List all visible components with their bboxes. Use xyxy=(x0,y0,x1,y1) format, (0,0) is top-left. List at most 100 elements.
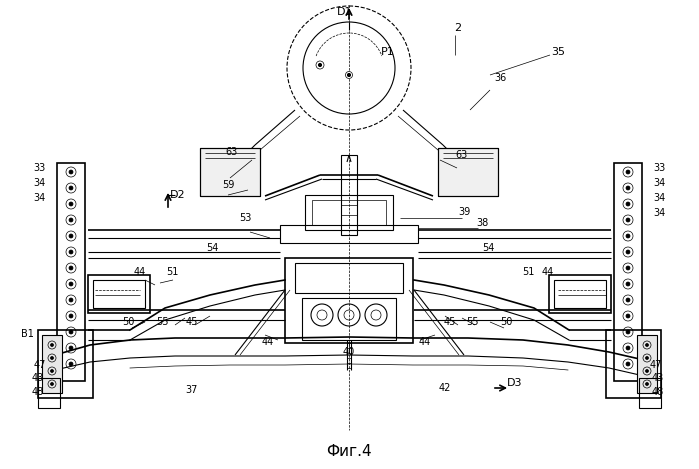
Text: 43: 43 xyxy=(652,373,664,383)
Bar xyxy=(312,200,386,225)
Text: 51: 51 xyxy=(166,267,178,277)
Bar xyxy=(285,258,413,343)
Circle shape xyxy=(316,61,324,69)
Circle shape xyxy=(69,282,73,286)
Text: 44: 44 xyxy=(542,267,554,277)
Bar xyxy=(57,163,85,381)
Text: D2: D2 xyxy=(170,190,186,200)
Circle shape xyxy=(626,298,630,302)
Text: 55: 55 xyxy=(466,317,478,327)
Circle shape xyxy=(626,250,630,254)
Text: 51: 51 xyxy=(522,267,534,277)
Circle shape xyxy=(69,298,73,302)
Bar xyxy=(42,335,62,393)
Circle shape xyxy=(645,343,649,347)
Circle shape xyxy=(626,202,630,206)
Bar xyxy=(305,195,393,230)
Circle shape xyxy=(645,356,649,360)
Circle shape xyxy=(626,266,630,270)
Circle shape xyxy=(69,234,73,238)
Bar xyxy=(38,330,93,398)
Circle shape xyxy=(69,330,73,334)
Circle shape xyxy=(626,362,630,366)
Circle shape xyxy=(626,218,630,222)
Circle shape xyxy=(319,63,322,67)
Circle shape xyxy=(69,266,73,270)
Text: 45: 45 xyxy=(444,317,456,327)
Text: 40: 40 xyxy=(343,347,355,357)
Bar xyxy=(295,263,403,293)
Circle shape xyxy=(347,74,350,76)
Text: 44: 44 xyxy=(419,337,431,347)
Text: 54: 54 xyxy=(206,243,218,253)
Bar xyxy=(614,163,642,381)
Circle shape xyxy=(50,383,54,386)
Text: D1: D1 xyxy=(337,7,353,17)
Text: 54: 54 xyxy=(482,243,494,253)
Bar xyxy=(606,330,661,398)
Text: 50: 50 xyxy=(500,317,512,327)
Bar xyxy=(200,148,260,196)
Text: 2: 2 xyxy=(454,23,461,33)
Circle shape xyxy=(69,186,73,190)
Bar xyxy=(200,148,260,196)
Text: 34: 34 xyxy=(34,178,46,188)
Text: 42: 42 xyxy=(439,383,451,393)
Text: 53: 53 xyxy=(239,213,251,223)
Bar xyxy=(637,335,657,393)
Text: B1: B1 xyxy=(20,329,34,339)
Bar xyxy=(93,280,145,308)
Text: 38: 38 xyxy=(476,218,488,228)
Circle shape xyxy=(626,346,630,350)
Bar xyxy=(280,225,418,243)
Bar xyxy=(639,378,661,408)
Bar xyxy=(302,298,396,340)
Circle shape xyxy=(69,314,73,318)
Bar xyxy=(38,378,60,408)
Bar xyxy=(549,275,611,313)
Bar xyxy=(554,280,606,308)
Text: 47: 47 xyxy=(650,360,662,370)
Bar xyxy=(88,275,150,313)
Circle shape xyxy=(645,383,649,386)
Circle shape xyxy=(69,346,73,350)
Circle shape xyxy=(345,71,352,78)
Text: D3: D3 xyxy=(507,378,523,388)
Text: 36: 36 xyxy=(494,73,506,83)
Text: 48: 48 xyxy=(32,387,44,397)
Circle shape xyxy=(626,234,630,238)
Circle shape xyxy=(626,282,630,286)
Bar xyxy=(438,148,498,196)
Text: 45: 45 xyxy=(186,317,199,327)
Text: P1: P1 xyxy=(381,47,395,57)
Circle shape xyxy=(50,356,54,360)
Circle shape xyxy=(69,202,73,206)
Text: 33: 33 xyxy=(34,163,46,173)
Circle shape xyxy=(50,370,54,372)
Circle shape xyxy=(626,170,630,174)
Circle shape xyxy=(69,218,73,222)
Bar xyxy=(341,155,357,235)
Text: 33: 33 xyxy=(653,163,665,173)
Text: 44: 44 xyxy=(262,337,274,347)
Text: 59: 59 xyxy=(222,180,234,190)
Text: 35: 35 xyxy=(551,47,565,57)
Circle shape xyxy=(645,370,649,372)
Circle shape xyxy=(626,186,630,190)
Text: 50: 50 xyxy=(122,317,134,327)
Circle shape xyxy=(69,170,73,174)
Text: 37: 37 xyxy=(186,385,199,395)
Text: 34: 34 xyxy=(34,193,46,203)
Text: 34: 34 xyxy=(653,178,665,188)
Circle shape xyxy=(626,330,630,334)
Text: 34: 34 xyxy=(653,193,665,203)
Bar xyxy=(438,148,498,196)
Circle shape xyxy=(69,362,73,366)
Text: 48: 48 xyxy=(652,387,664,397)
Text: 47: 47 xyxy=(34,360,46,370)
Text: 63: 63 xyxy=(456,150,468,160)
Circle shape xyxy=(69,250,73,254)
Text: 34: 34 xyxy=(653,208,665,218)
Text: 44: 44 xyxy=(134,267,146,277)
Text: 63: 63 xyxy=(226,147,238,157)
